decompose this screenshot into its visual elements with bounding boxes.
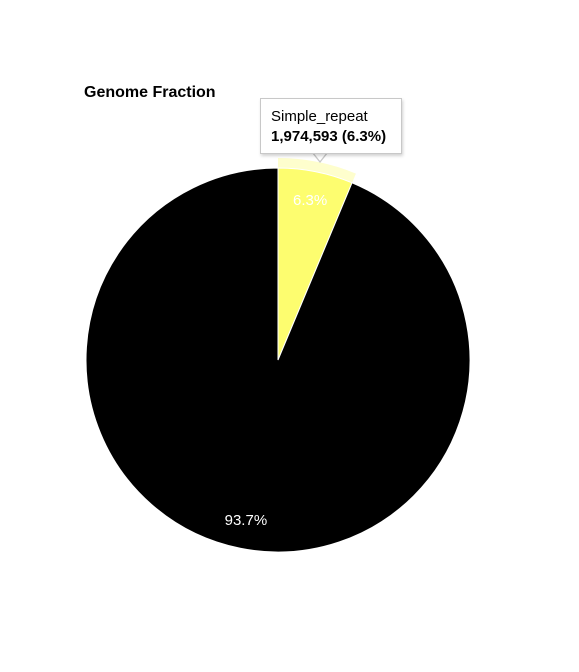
pie-slice-label-other: 93.7% (225, 512, 268, 529)
tooltip-value: 1,974,593 (6.3%) (271, 128, 387, 145)
tooltip-series-name: Simple_repeat (271, 108, 368, 125)
chart-title: Genome Fraction (84, 84, 216, 101)
pie-slice-other[interactable] (85, 167, 471, 553)
pie-slice-label-simple-repeat: 6.3% (293, 192, 327, 209)
tooltip-pointer-fill (313, 152, 327, 161)
slice-tooltip: Simple_repeat 1,974,593 (6.3%) (260, 98, 402, 154)
